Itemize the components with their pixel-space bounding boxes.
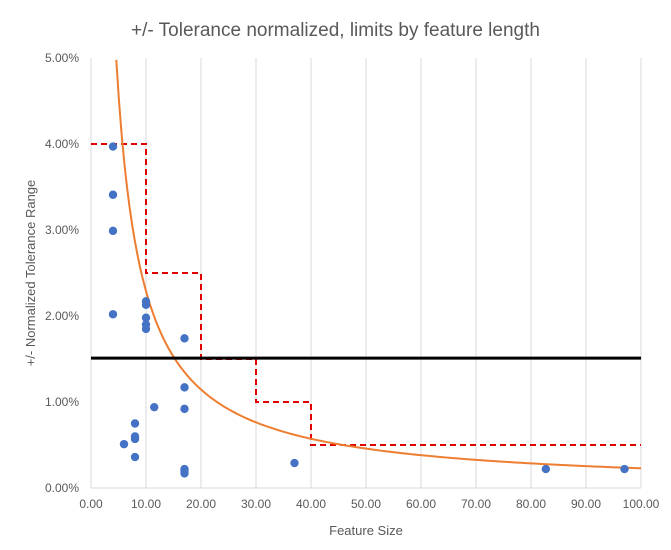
x-tick-label: 20.00 — [186, 497, 216, 511]
x-tick-label: 0.00 — [79, 497, 103, 511]
y-tick-label: 1.00% — [45, 395, 79, 409]
chart-title: +/- Tolerance normalized, limits by feat… — [131, 20, 540, 41]
data-point — [141, 324, 151, 334]
y-tick-label: 2.00% — [45, 309, 79, 323]
x-tick-label: 90.00 — [571, 497, 601, 511]
data-point — [108, 310, 118, 319]
data-point — [290, 458, 299, 468]
x-tick-label: 50.00 — [351, 497, 381, 511]
data-point — [108, 226, 118, 236]
x-tick-label: 40.00 — [296, 497, 326, 511]
gridlines — [145, 58, 642, 488]
data-point — [130, 419, 140, 428]
trend-curve — [115, 59, 642, 470]
data-point — [620, 464, 629, 474]
data-point — [141, 313, 151, 322]
x-tick-label: 30.00 — [241, 497, 271, 511]
data-point — [141, 300, 151, 310]
y-tick-label: 3.00% — [45, 223, 79, 237]
axes — [90, 58, 641, 489]
data-point — [108, 190, 118, 199]
x-tick-label: 60.00 — [406, 497, 436, 511]
x-tick-label: 100.00 — [623, 497, 660, 511]
data-point — [180, 334, 189, 343]
data-point — [130, 452, 140, 462]
data-point — [108, 142, 118, 151]
data-point — [180, 469, 189, 478]
x-axis-title: Feature Size — [329, 523, 403, 538]
data-point — [130, 434, 140, 444]
y-tick-label: 0.00% — [45, 481, 79, 495]
x-tick-label: 10.00 — [131, 497, 161, 511]
y-tick-label: 5.00% — [45, 51, 79, 65]
y-tick-label: 4.00% — [45, 137, 79, 151]
data-point — [180, 383, 189, 392]
y-axis-title: +/- Normalized Tolerance Range — [23, 180, 38, 367]
x-tick-label: 80.00 — [516, 497, 546, 511]
data-point — [541, 464, 551, 474]
data-points — [108, 142, 629, 478]
data-point — [150, 402, 159, 412]
tick-labels: 0.00 10.00 20.00 30.00 40.00 50.00 60.00 70.00 8… — [45, 51, 660, 511]
data-point — [180, 404, 189, 414]
trend-curve-group — [115, 59, 642, 470]
data-point — [119, 439, 129, 449]
x-tick-label: 70.00 — [461, 497, 491, 511]
